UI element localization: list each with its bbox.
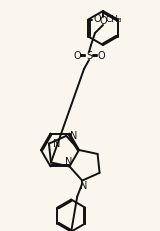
Text: O: O: [73, 51, 81, 61]
Text: N: N: [70, 131, 78, 141]
Text: S: S: [86, 51, 92, 61]
Text: O: O: [93, 15, 101, 24]
Text: N: N: [65, 158, 72, 167]
Text: O: O: [97, 51, 105, 61]
Text: O: O: [99, 16, 107, 26]
Text: CH₃: CH₃: [105, 15, 122, 24]
Text: N: N: [80, 181, 87, 191]
Text: N: N: [53, 139, 60, 149]
